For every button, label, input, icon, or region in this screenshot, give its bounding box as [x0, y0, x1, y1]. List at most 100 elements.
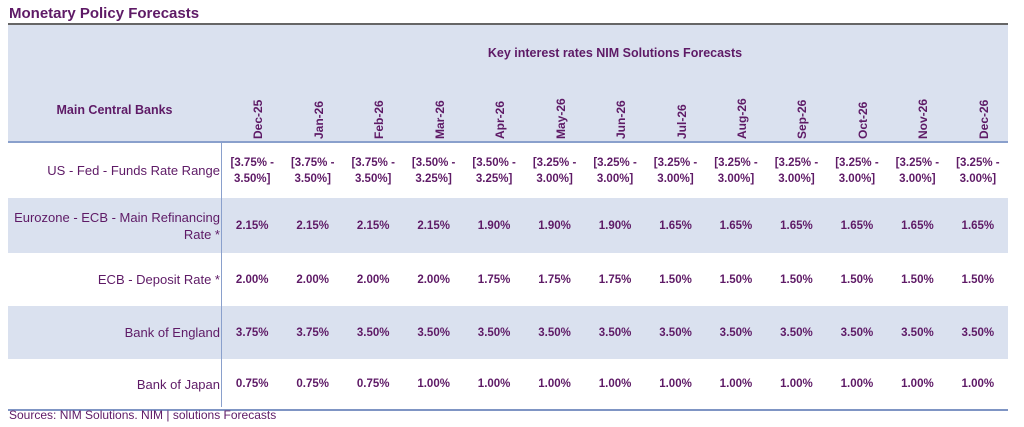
month-header: Feb-26: [343, 79, 403, 139]
rate-cell: 3.50%: [538, 326, 571, 339]
rate-cell: [3.75% - 3.50%]: [351, 156, 395, 185]
rate-cell: 2.00%: [356, 273, 390, 286]
rate-cell: 1.50%: [659, 273, 692, 286]
rate-cell: [3.75% - 3.50%]: [290, 156, 335, 185]
row-label: Bank of Japan: [136, 376, 220, 392]
rate-cell: 0.75%: [356, 378, 390, 390]
month-label: Oct-26: [855, 101, 870, 139]
month-label: May-26: [553, 98, 568, 139]
table-row: Eurozone - ECB - Main Refinancing Rate *…: [8, 198, 1008, 253]
month-label: Apr-26: [493, 100, 508, 139]
month-header: Dec-25: [222, 79, 282, 139]
rate-cell: [3.25% - 3.00%]: [835, 156, 879, 185]
rate-cell: 1.90%: [477, 219, 511, 232]
month-label: Aug-26: [734, 98, 749, 139]
rate-cell: [3.25% - 3.00%]: [774, 156, 819, 185]
bank-column-header: Main Central Banks: [56, 103, 173, 117]
rate-cell: 3.50%: [840, 326, 874, 339]
month-header: Dec-26: [948, 79, 1008, 139]
rate-cell: 1.65%: [659, 219, 692, 232]
month-header: Aug-26: [706, 79, 766, 139]
rate-cell: [3.25% - 3.00%]: [653, 156, 698, 185]
month-header: Apr-26: [464, 79, 524, 139]
source-note: Sources: NIM Solutions. NIM | solutions …: [9, 408, 277, 422]
rate-cell: [3.25% - 3.00%]: [956, 156, 1000, 185]
rate-cell: 1.75%: [477, 273, 511, 286]
row-label: Eurozone - ECB - Main Refinancing Rate *: [14, 209, 220, 242]
rate-cell: 1.50%: [780, 273, 813, 286]
rate-cell: 1.00%: [417, 378, 450, 390]
rate-cell: 0.75%: [296, 378, 329, 390]
rate-cell: 3.50%: [659, 326, 692, 339]
rate-cell: 1.65%: [901, 219, 934, 232]
month-headers: Dec-25 Jan-26 Feb-26 Mar-26 Apr-26 May-26 Jun-…: [222, 79, 1008, 139]
rate-cell: 3.50%: [598, 326, 632, 339]
month-label: Dec-25: [251, 99, 266, 139]
rate-cell: 1.90%: [538, 219, 571, 232]
month-header: Sep-26: [766, 79, 826, 139]
table-row: Bank of Japan 0.75% 0.75% 0.75% 1.00% 1.00% 1.…: [8, 359, 1008, 409]
rate-cell: 3.75%: [296, 326, 329, 339]
table-row: ECB - Deposit Rate * 2.00% 2.00% 2.00% 2.00%…: [8, 253, 1008, 306]
rate-cell: 3.50%: [961, 326, 995, 339]
page-title: Monetary Policy Forecasts: [9, 5, 200, 22]
rate-cell: 2.15%: [356, 219, 390, 232]
rate-cell: 1.50%: [840, 273, 874, 286]
row-label: ECB - Deposit Rate *: [97, 272, 220, 287]
rate-cell: 1.50%: [719, 273, 753, 286]
rate-cell: 1.50%: [901, 273, 934, 286]
rate-cell: 1.65%: [961, 219, 995, 232]
rate-cell: [3.25% - 3.00%]: [895, 156, 940, 185]
rate-cell: [3.50% - 3.25%]: [472, 156, 516, 185]
month-label: Feb-26: [372, 100, 387, 139]
month-header: Oct-26: [827, 79, 887, 139]
rate-cell: [3.50% - 3.25%]: [411, 156, 456, 185]
month-label: Dec-26: [976, 99, 991, 139]
table-row: Bank of England 3.75% 3.75% 3.50% 3.50% 3.50%…: [8, 306, 1008, 359]
rate-cell: 1.00%: [659, 378, 692, 390]
rate-cell: [3.25% - 3.00%]: [593, 156, 637, 185]
month-header: Jun-26: [585, 79, 645, 139]
rate-cell: 1.50%: [961, 273, 995, 286]
rate-cell: 3.50%: [417, 326, 450, 339]
month-header: May-26: [524, 79, 584, 139]
rate-cell: 3.75%: [235, 326, 269, 339]
rate-cell: 0.75%: [235, 378, 269, 390]
month-label: Sep-26: [795, 99, 810, 139]
rate-cell: 1.00%: [961, 378, 995, 390]
month-label: Jan-26: [311, 100, 326, 139]
rate-cell: 2.15%: [296, 219, 329, 232]
rate-cell: 1.00%: [780, 378, 813, 390]
month-header: Mar-26: [403, 79, 463, 139]
rate-cell: 3.50%: [901, 326, 934, 339]
rate-cell: 1.00%: [719, 378, 753, 390]
rate-cell: 1.00%: [477, 378, 511, 390]
month-label: Mar-26: [432, 100, 447, 139]
rate-cell: 1.00%: [538, 378, 571, 390]
month-label: Jun-26: [614, 100, 629, 139]
rate-cell: 2.00%: [417, 273, 450, 286]
table-header: Main Central Banks Key interest rates NI…: [8, 25, 1008, 143]
rate-cell: 1.65%: [780, 219, 813, 232]
month-header: Nov-26: [887, 79, 947, 139]
rate-cell: [3.25% - 3.00%]: [532, 156, 577, 185]
rate-cell: 3.50%: [356, 326, 390, 339]
rate-cell: 2.15%: [417, 219, 450, 232]
rate-cell: 2.15%: [235, 219, 269, 232]
month-label: Nov-26: [916, 98, 931, 139]
rate-cell: 2.00%: [235, 273, 269, 286]
rate-cell: 3.50%: [780, 326, 813, 339]
month-header: Jan-26: [282, 79, 342, 139]
rate-cell: 1.00%: [598, 378, 632, 390]
forecast-table: Main Central Banks Key interest rates NI…: [8, 23, 1008, 411]
rate-cell: 1.90%: [598, 219, 632, 232]
month-label: Jul-26: [674, 104, 689, 139]
rate-cell: [3.75% - 3.50%]: [230, 156, 274, 185]
rate-cell: 3.50%: [719, 326, 753, 339]
rate-cell: 1.65%: [840, 219, 874, 232]
rate-cell: 3.50%: [477, 326, 511, 339]
row-label: US - Fed - Funds Rate Range: [47, 163, 220, 178]
group-header: Key interest rates NIM Solutions Forecas…: [487, 46, 743, 60]
column-divider: [221, 25, 222, 407]
row-label: Bank of England: [124, 325, 220, 340]
